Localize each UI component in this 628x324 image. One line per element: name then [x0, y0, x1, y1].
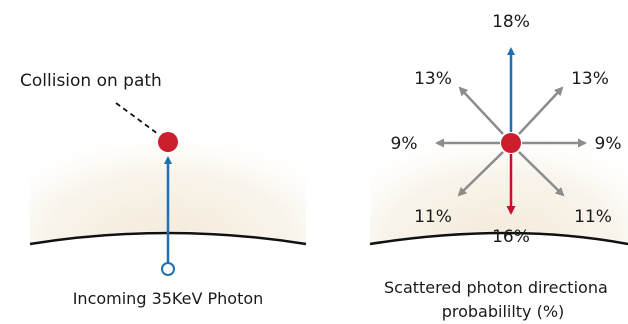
- direction-label-left: 9%: [391, 134, 418, 154]
- left-panel: Collision on path Incoming 35KeV Photon: [20, 71, 307, 308]
- scatter-arrow-up-left: [458, 86, 504, 135]
- scatter-arrow-down-left: [457, 151, 504, 197]
- direction-label-up-right: 13%: [571, 69, 609, 89]
- collision-dot-right: [501, 133, 521, 153]
- scatter-arrow-down-right: [518, 151, 565, 197]
- direction-label-down: 16%: [492, 227, 530, 247]
- scatter-caption-line2: probabililty (%): [442, 302, 565, 321]
- scatter-arrow-up-right: [518, 86, 564, 135]
- direction-label-down-left: 11%: [414, 207, 452, 227]
- incoming-photon-caption: Incoming 35KeV Photon: [73, 289, 264, 308]
- right-panel: 18% 13% 9% 11% 16% 11% 9% 13% Scattered …: [369, 12, 628, 321]
- collision-dot-left: [158, 132, 178, 152]
- photon-source-marker: [161, 262, 175, 276]
- scatter-caption-line1: Scattered photon directiona: [384, 278, 608, 297]
- direction-label-down-right: 11%: [574, 207, 612, 227]
- direction-label-up: 18%: [492, 12, 530, 32]
- collision-label: Collision on path: [20, 71, 162, 91]
- direction-label-up-left: 13%: [414, 69, 452, 89]
- medium-glow-right: [370, 85, 628, 244]
- direction-label-right: 9%: [595, 134, 622, 154]
- medium-boundary-right: [369, 231, 628, 246]
